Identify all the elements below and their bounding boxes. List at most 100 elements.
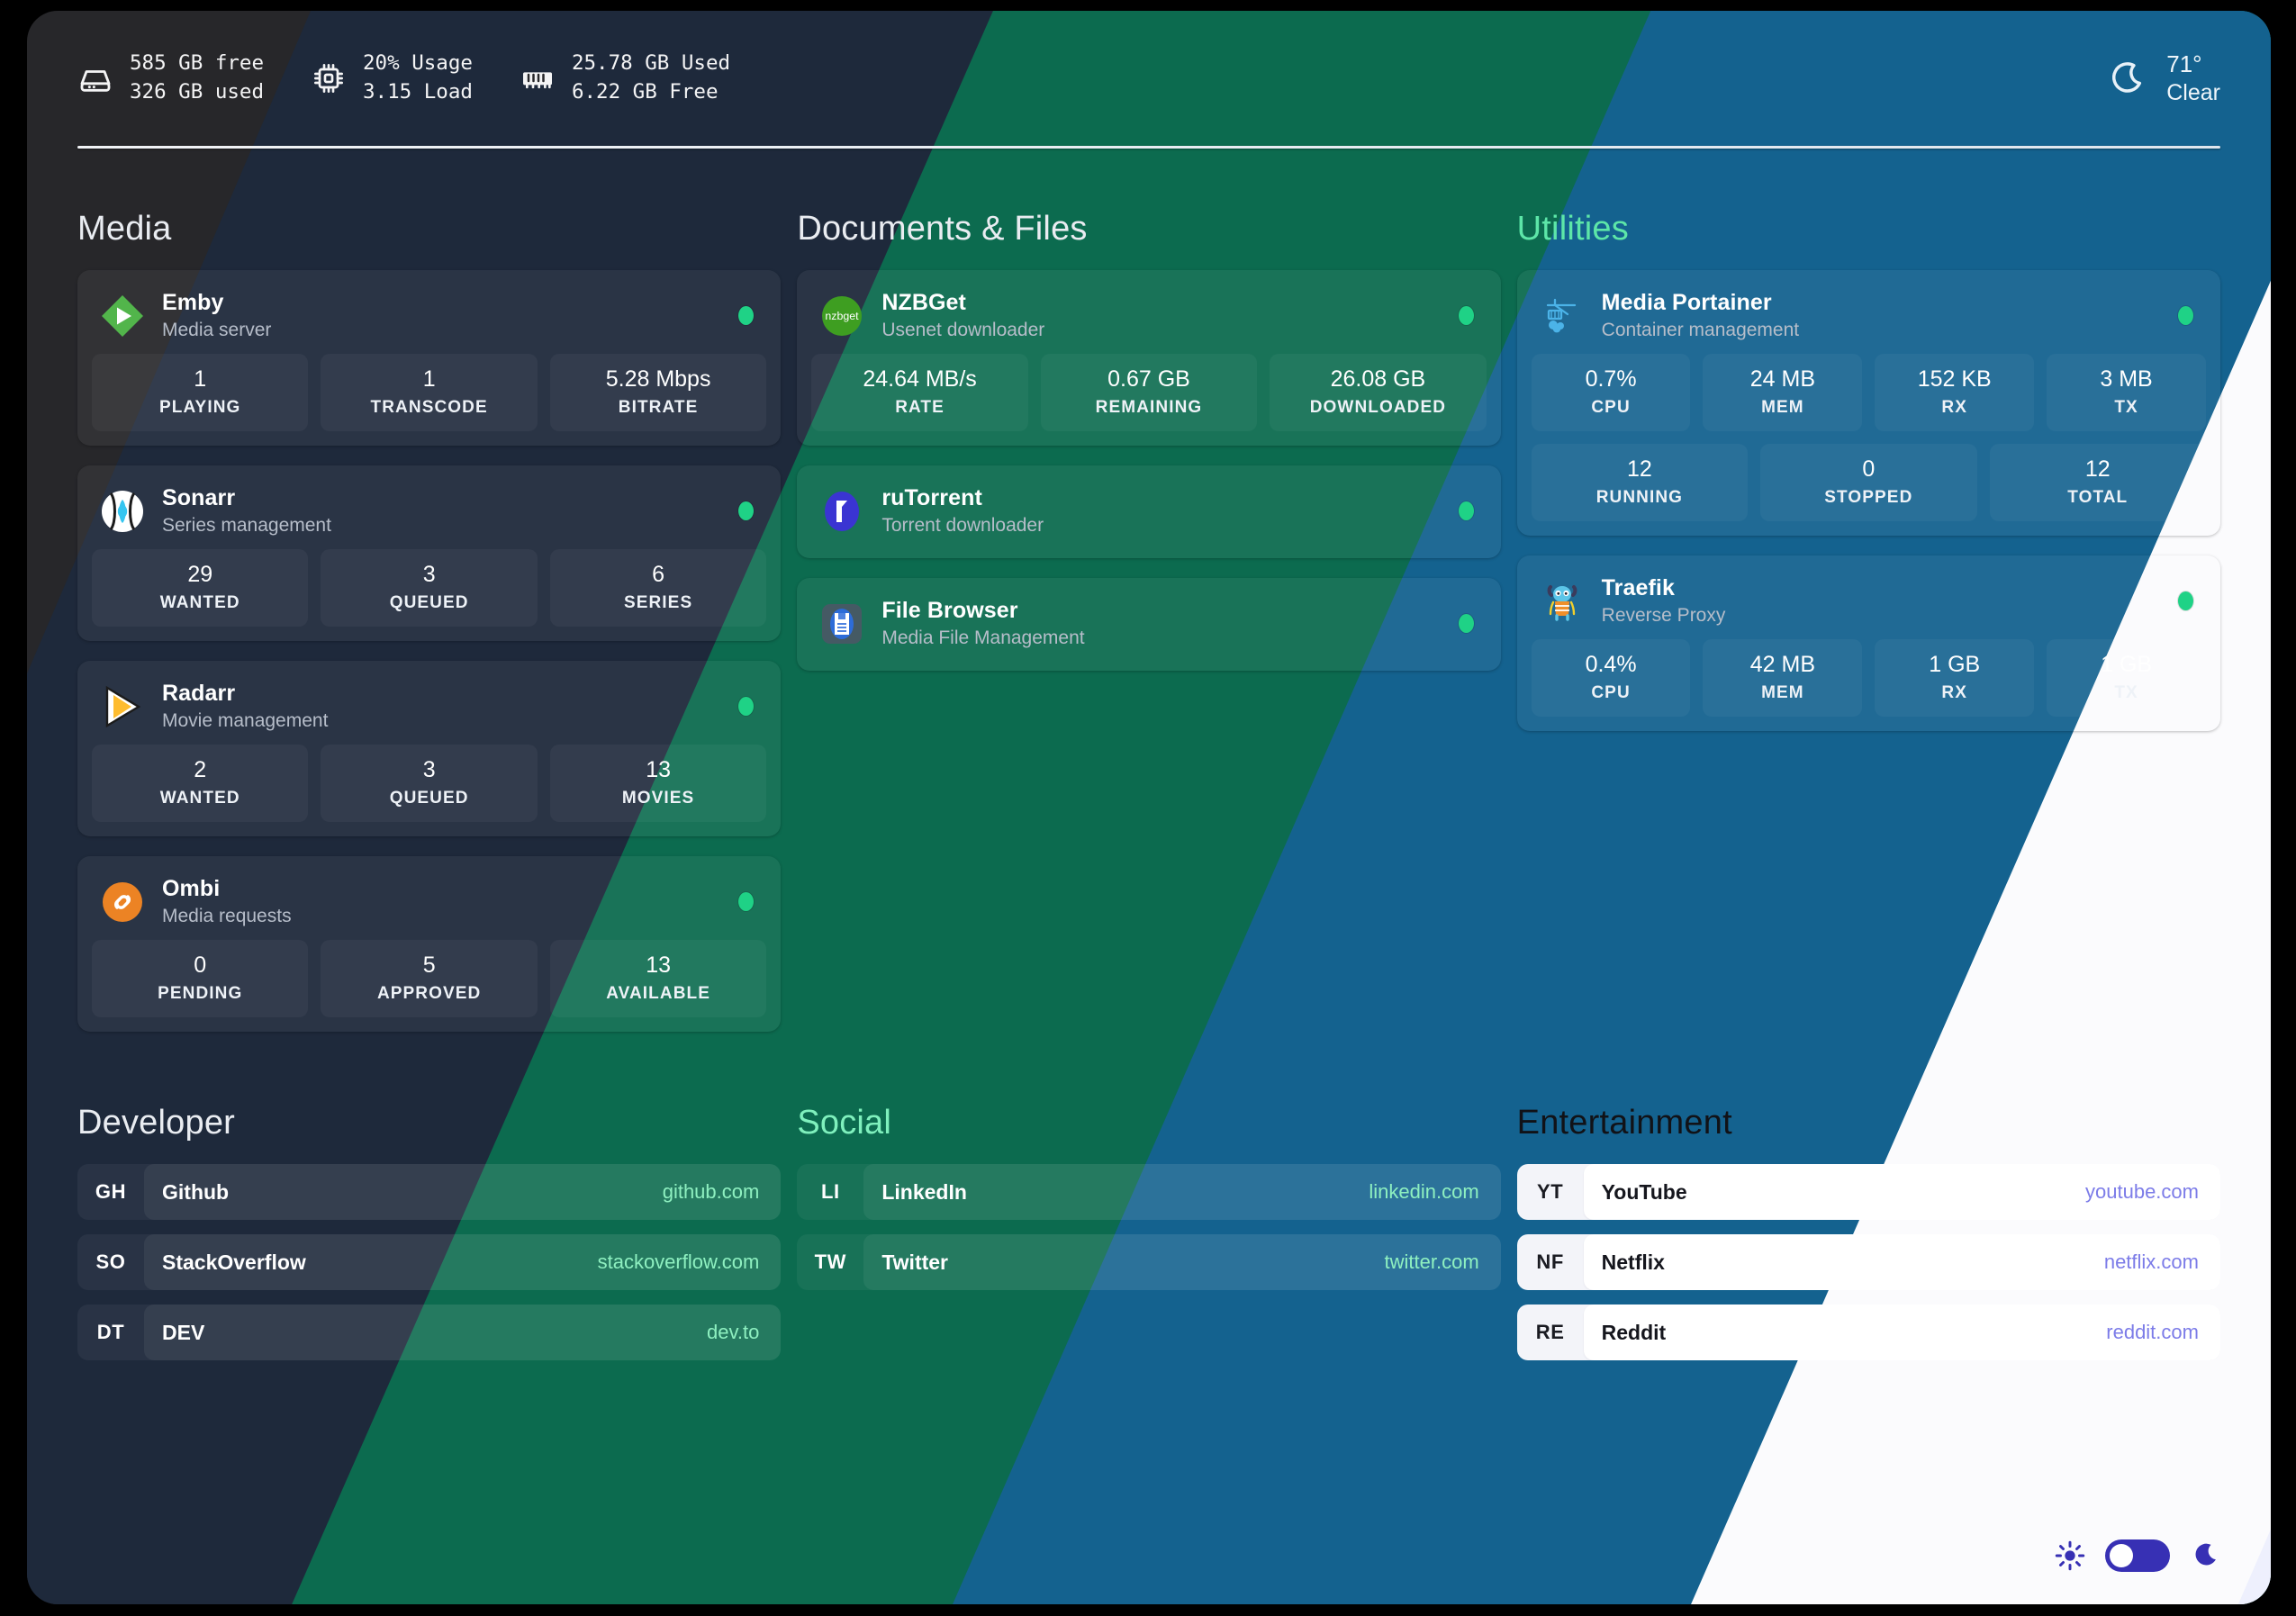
cpu-icon [311, 60, 347, 96]
bookmark-twitter[interactable]: TW Twitter twitter.com [797, 1234, 1501, 1290]
stat-rate: 24.64 MB/s RATE [811, 354, 1028, 431]
stat-value: 42 MB [1749, 652, 1816, 677]
stat-value: 26.08 GB [1330, 366, 1426, 392]
bookmark-label: LinkedIn [881, 1179, 967, 1204]
moon-icon [2107, 59, 2147, 98]
bookmark-abbr: RE [1535, 1321, 1565, 1343]
bookmark-dev[interactable]: DT DEV dev.to [77, 1305, 782, 1360]
bookmark-abbr: TW [814, 1250, 847, 1273]
service-subtitle: Media server [162, 320, 272, 340]
bookmark-pill: DEV dev.to [144, 1305, 782, 1360]
stat-value: 3 [422, 562, 436, 587]
bookmark-github[interactable]: GH Github github.com [77, 1164, 782, 1220]
cpu-usage: 20% Usage [363, 51, 473, 76]
weather-temperature: 71° [2166, 50, 2202, 78]
bookmark-youtube[interactable]: YT YouTube youtube.com [1516, 1164, 2220, 1220]
bookmark-abbr: YT [1537, 1180, 1564, 1203]
stat-tx: 1 GB TX [2047, 639, 2206, 717]
services-grid: Media Emby Media server [27, 210, 2271, 1052]
bookmark-pill: YouTube youtube.com [1583, 1164, 2220, 1220]
system-stat-disk: 585 GB free 326 GB used [77, 50, 264, 107]
sun-icon[interactable] [2055, 1540, 2085, 1571]
service-card-filebrowser[interactable]: File Browser Media File Management [797, 578, 1501, 671]
memory-stat-text: 25.78 GB Used 6.22 GB Free [572, 50, 730, 107]
bookmark-pill: Twitter twitter.com [863, 1234, 1501, 1290]
service-card-radarr[interactable]: Radarr Movie management 2 WANTED 3 QUEUE… [77, 661, 782, 836]
bookmark-pill: StackOverflow stackoverflow.com [144, 1234, 782, 1290]
service-name: Media Portainer [1601, 290, 1772, 315]
stat-value: 3 [422, 757, 436, 782]
stat-label: CPU [1591, 398, 1631, 417]
service-card-emby[interactable]: Emby Media server 1 PLAYING 1 TRANSCODE [77, 270, 782, 446]
service-header: Sonarr Series management [92, 478, 766, 549]
system-stats: 585 GB free 326 GB used 20% Usage 3.15 L… [77, 50, 730, 107]
weather-widget[interactable]: 71° Clear [2107, 50, 2220, 107]
service-card-nzbget[interactable]: nzbget NZBGet Usenet downloader 24.64 MB… [797, 270, 1501, 446]
bookmark-pill: Reddit reddit.com [1583, 1305, 2220, 1360]
service-card-traefik[interactable]: Traefik Reverse Proxy 0.4% CPU 42 MB MEM [1516, 555, 2220, 731]
stat-label: TX [2114, 683, 2138, 702]
stat-label: WANTED [159, 789, 240, 808]
bookmark-pill: LinkedIn linkedin.com [863, 1164, 1501, 1220]
stat-value: 0.4% [1585, 652, 1637, 677]
bookmark-stackoverflow[interactable]: SO StackOverflow stackoverflow.com [77, 1234, 782, 1290]
stat-value: 12 [2084, 456, 2111, 482]
bookmark-url: reddit.com [2106, 1321, 2199, 1343]
bookmark-reddit[interactable]: RE Reddit reddit.com [1516, 1305, 2220, 1360]
stat-value: 1 GB [1929, 652, 1981, 677]
stat-value: 1 [194, 366, 207, 392]
stat-rx: 1 GB RX [1875, 639, 2035, 717]
stat-cpu: 0.7% CPU [1531, 354, 1691, 431]
service-subtitle: Usenet downloader [881, 320, 1045, 340]
section-title-utilities: Utilities [1516, 210, 1629, 248]
bookmark-pill: Github github.com [144, 1164, 782, 1220]
service-name: Traefik [1601, 575, 1675, 600]
service-name: NZBGet [881, 290, 966, 315]
service-name: Radarr [162, 681, 236, 706]
service-subtitle: Media requests [162, 906, 292, 926]
stat-total: 12 TOTAL [1989, 444, 2206, 521]
stat-label: TRANSCODE [370, 398, 488, 417]
service-names: NZBGet Usenet downloader [881, 290, 1442, 341]
bookmark-label: Netflix [1601, 1250, 1665, 1274]
service-card-sonarr[interactable]: Sonarr Series management 29 WANTED 3 QUE… [77, 465, 782, 641]
status-badge [2177, 306, 2193, 325]
bookmark-url: dev.to [707, 1321, 760, 1343]
stat-value: 13 [646, 757, 671, 782]
bookmark-linkedin[interactable]: LI LinkedIn linkedin.com [797, 1164, 1501, 1220]
stat-label: MEM [1761, 683, 1804, 702]
service-card-ombi[interactable]: Ombi Media requests 0 PENDING 5 APPROVED [77, 856, 782, 1032]
status-badge [2177, 591, 2193, 610]
bookmark-abbr: NF [1536, 1250, 1564, 1273]
stat-queued: 3 QUEUED [321, 745, 538, 822]
service-name: Ombi [162, 876, 221, 901]
theme-toggle-group[interactable] [2055, 1539, 2220, 1572]
status-badge [738, 892, 755, 911]
status-badge [1458, 306, 1474, 325]
stat-remaining: 0.67 GB REMAINING [1040, 354, 1258, 431]
filebrowser-icon [818, 600, 865, 647]
dashboard-header: 585 GB free 326 GB used 20% Usage 3.15 L… [27, 11, 2271, 146]
theme-switch[interactable] [2105, 1539, 2170, 1572]
stat-value: 13 [646, 952, 671, 978]
stat-label: TOTAL [2067, 488, 2129, 507]
service-names: Emby Media server [162, 290, 722, 341]
stat-value: 0.7% [1585, 366, 1637, 392]
status-badge [1458, 614, 1474, 633]
service-card-portainer[interactable]: Media Portainer Container management 0.7… [1516, 270, 2220, 536]
moon-icon[interactable] [2190, 1540, 2220, 1571]
cpu-stat-text: 20% Usage 3.15 Load [363, 50, 473, 107]
service-names: Ombi Media requests [162, 876, 722, 927]
bookmark-netflix[interactable]: NF Netflix netflix.com [1516, 1234, 2220, 1290]
service-header: Radarr Movie management [92, 673, 766, 745]
stat-label: PLAYING [159, 398, 241, 417]
bookmark-label: StackOverflow [162, 1250, 306, 1274]
section-title-documents: Documents & Files [797, 210, 1088, 248]
service-card-rutorrent[interactable]: ruTorrent Torrent downloader [797, 465, 1501, 558]
service-stat-row: 0.4% CPU 42 MB MEM 1 GB RX 1 GB [1531, 639, 2206, 717]
section-developer: Developer GH Github github.com SO StackO… [77, 1104, 782, 1375]
stat-series: 6 SERIES [549, 549, 767, 627]
service-subtitle: Reverse Proxy [1601, 605, 1726, 626]
service-names: Radarr Movie management [162, 681, 722, 732]
stat-value: 0 [1862, 456, 1876, 482]
